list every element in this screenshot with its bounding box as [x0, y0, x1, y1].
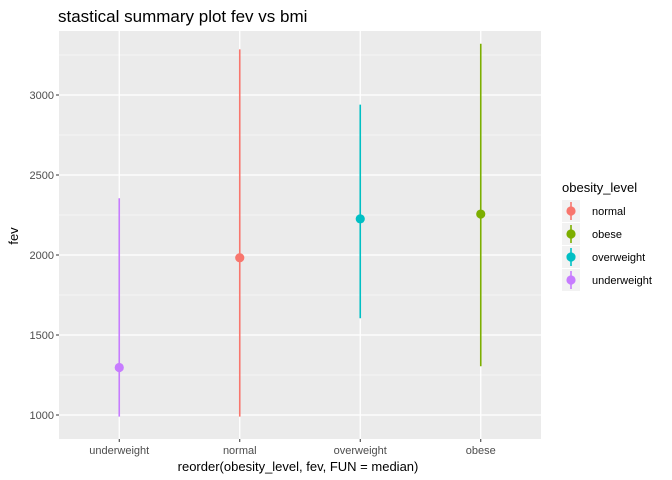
legend-title: obesity_level [562, 180, 637, 195]
x-tick-label: overweight [334, 445, 387, 457]
y-axis: 1000 1500 2000 2500 3000 [30, 90, 59, 422]
y-tick-label: 2500 [30, 170, 54, 182]
point-normal [235, 253, 245, 263]
x-axis: underweight normal overweight obese [89, 439, 496, 457]
x-tick-label: obese [466, 445, 496, 457]
legend-entry-obese: obese [562, 223, 622, 245]
legend-entry-overweight: overweight [562, 246, 645, 268]
data-marks [114, 43, 486, 417]
chart-title: stastical summary plot fev vs bmi [58, 7, 307, 26]
point-underweight [114, 362, 124, 373]
x-axis-label: reorder(obesity_level, fev, FUN = median… [178, 459, 419, 474]
legend-label: overweight [592, 252, 645, 264]
legend-entry-underweight: underweight [562, 269, 652, 291]
y-tick-label: 1000 [30, 410, 54, 422]
legend-key-point [566, 229, 576, 239]
x-tick-label: normal [223, 445, 257, 457]
legend-label: underweight [592, 275, 652, 287]
y-axis-label: fev [6, 227, 21, 245]
plot-panel [59, 31, 541, 439]
legend-key-point [566, 275, 576, 285]
legend-key-point [566, 206, 576, 216]
legend-entry-normal: normal [562, 200, 626, 222]
legend-label: normal [592, 206, 626, 218]
legend-key-point [566, 252, 576, 262]
y-tick-label: 2000 [30, 250, 54, 262]
point-overweight [355, 214, 365, 224]
y-tick-label: 1500 [30, 330, 54, 342]
legend: obesity_level normal obese overweight under… [562, 180, 652, 291]
y-tick-label: 3000 [30, 90, 54, 102]
legend-label: obese [592, 229, 622, 241]
x-tick-label: underweight [89, 445, 149, 457]
point-obese [476, 209, 486, 219]
